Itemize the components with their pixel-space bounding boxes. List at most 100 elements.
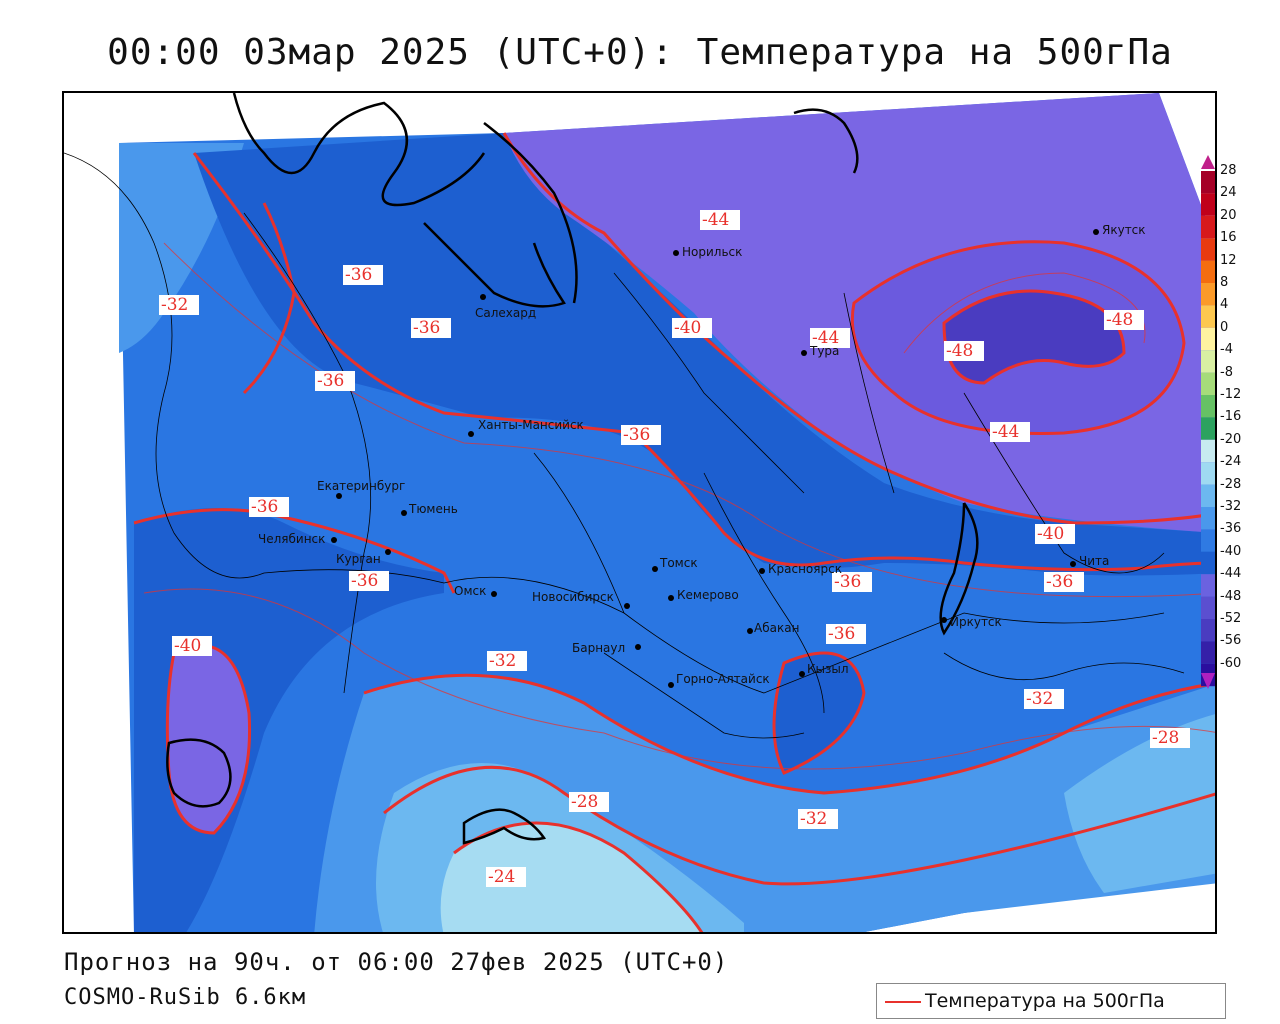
svg-text:-40: -40 [174,636,201,656]
contour-label: -24 [486,867,526,887]
colorbar-tick-label: -28 [1220,476,1242,492]
colorbar-tick-label: 12 [1220,252,1237,268]
svg-text:Новосибирск: Новосибирск [532,590,614,604]
contour-label: -28 [1150,728,1190,748]
colorbar-top-arrow [1201,155,1215,169]
colorbar-tick-label: -52 [1220,611,1242,626]
city-marker: Абакан [747,621,799,635]
svg-text:Курган: Курган [336,552,381,566]
svg-text:-36: -36 [834,572,861,592]
svg-text:-48: -48 [1106,310,1133,330]
colorbar-tick-label: -36 [1220,521,1242,537]
contour-label: -32 [487,651,527,671]
city-marker: Новосибирск [532,590,630,609]
contour-label: -32 [798,809,838,829]
colorbar-tick-label: -60 [1220,655,1242,671]
colorbar-cell [1201,551,1215,575]
map-title: 00:00 03мар 2025 (UTC+0): Температура на… [107,32,1173,73]
colorbar-cell [1201,171,1215,194]
region-borders [64,152,1185,739]
city-marker: Курган [336,549,391,566]
contour-label: -48 [944,341,984,361]
colorbar-bottom-arrow [1201,673,1215,689]
colorbar-tick-label: -32 [1220,499,1242,514]
colorbar-cell [1201,193,1215,216]
colorbar-tick-label: -56 [1220,633,1242,649]
svg-text:Горно-Алтайск: Горно-Алтайск [676,672,770,686]
svg-text:Кемерово: Кемерово [677,588,739,602]
contour-label: -36 [343,265,383,285]
contour-label: -40 [672,318,712,338]
contour-label: -32 [1024,689,1064,709]
coastlines [166,93,979,845]
contour-label: -44 [700,210,740,230]
contour-label: -48 [1104,310,1144,330]
colorbar-cell [1201,215,1215,239]
svg-text:-36: -36 [351,571,378,591]
svg-text:-40: -40 [1037,524,1064,544]
colorbar-cell [1201,327,1215,351]
svg-text:Тюмень: Тюмень [408,502,458,516]
colorbar-cell [1201,305,1215,328]
svg-text:Омск: Омск [454,584,486,598]
contour-label: -32 [159,295,199,315]
contour-label: -40 [172,636,212,656]
colorbar-cell [1201,260,1215,283]
svg-text:-44: -44 [702,210,729,230]
svg-text:-28: -28 [571,792,598,812]
contour-label: -36 [826,624,866,644]
contour-label: -40 [1035,524,1075,544]
colorbar-tick-label: 4 [1220,297,1229,313]
colorbar: 28 24 20 16 12 8 4 0 -4 -8 -12 -16 -20 -24 -28 -32 -36 -4… [1200,155,1260,695]
colorbar-tick-label: 24 [1220,185,1237,201]
city-marker: Кызыл [799,662,849,677]
colorbar-tick-label: -20 [1220,431,1242,447]
colorbar-cell [1201,641,1215,664]
svg-text:Челябинск: Челябинск [258,532,325,546]
contour-label: -44 [990,422,1030,442]
svg-text:-36: -36 [828,624,855,644]
svg-text:-28: -28 [1152,728,1179,748]
city-marker: Тюмень [401,502,458,516]
svg-text:Барнаул: Барнаул [572,641,625,655]
svg-text:-44: -44 [992,422,1019,442]
contour-label: -36 [1044,572,1084,592]
svg-text:-32: -32 [800,809,827,829]
temperature-map: -44 -36 -32 -36 -40 -44 -48 -48 -36 -36 … [62,91,1217,934]
field-warm-se [1064,714,1215,893]
city-marker: Иркутск [941,615,1002,629]
city-marker: Омск [454,584,497,598]
svg-text:-44: -44 [812,328,839,348]
colorbar-cell [1201,417,1215,440]
city-marker: Якутск [1093,223,1146,237]
colorbar-tick-label: -16 [1220,409,1242,425]
colorbar-tick-label: -24 [1220,454,1242,470]
city-group: Норильск Якутск Салехард Тура Ханты-Манс… [258,223,1146,688]
model-info: COSMO-RuSib 6.6км [64,985,307,1010]
city-marker: Норильск [673,245,742,259]
contour-label-group: -44 -36 -32 -36 -40 -44 -48 -48 -36 -36 … [159,210,1190,887]
legend-line-swatch [885,1001,921,1003]
city-marker: Барнаул [572,641,641,655]
contour-label: -36 [249,497,289,517]
colorbar-cell [1201,238,1215,261]
colorbar-tick-label: -44 [1220,566,1242,582]
svg-text:Якутск: Якутск [1102,223,1146,237]
map-legend: Температура на 500гПа [876,983,1226,1019]
svg-text:-48: -48 [946,341,973,361]
svg-text:Екатеринбург: Екатеринбург [317,479,405,493]
colorbar-tick-label: -40 [1220,543,1242,559]
city-marker: Тура [801,344,839,358]
svg-text:-36: -36 [317,371,344,391]
svg-text:-40: -40 [674,318,701,338]
svg-text:Чита: Чита [1079,554,1109,568]
city-marker: Челябинск [258,532,337,546]
colorbar-cell [1201,484,1215,507]
field-cold-band [194,133,1215,576]
city-marker: Горно-Алтайск [668,672,770,688]
svg-text:-36: -36 [1046,572,1073,592]
contour-label: -36 [315,371,355,391]
contour-label: -36 [411,318,451,338]
field-warmest-south [440,823,702,932]
svg-text:Кызыл: Кызыл [807,662,849,676]
